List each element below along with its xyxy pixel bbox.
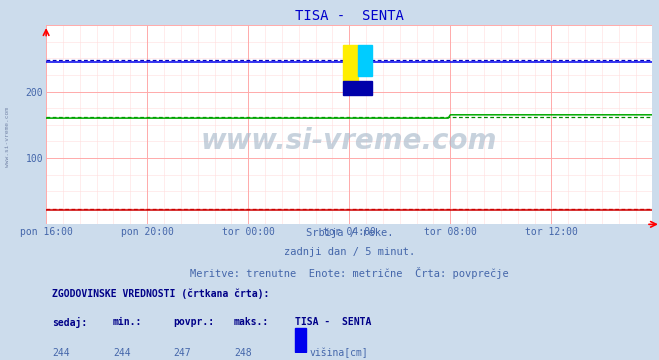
Text: 244: 244 [113, 348, 130, 358]
Text: 244: 244 [52, 348, 70, 358]
Text: zadnji dan / 5 minut.: zadnji dan / 5 minut. [283, 247, 415, 257]
Text: višina[cm]: višina[cm] [310, 348, 368, 358]
Text: maks.:: maks.: [234, 317, 270, 327]
Text: Meritve: trenutne  Enote: metrične  Črta: povprečje: Meritve: trenutne Enote: metrične Črta: … [190, 267, 509, 279]
Text: www.si-vreme.com: www.si-vreme.com [201, 127, 498, 155]
Text: Srbija / reke.: Srbija / reke. [306, 228, 393, 238]
Bar [358, 45, 372, 76]
Text: ZGODOVINSKE VREDNOSTI (črtkana črta):: ZGODOVINSKE VREDNOSTI (črtkana črta): [52, 289, 270, 299]
Bar [343, 45, 358, 81]
Text: 248: 248 [234, 348, 252, 358]
Text: 247: 247 [173, 348, 191, 358]
Text: TISA -  SENTA: TISA - SENTA [295, 317, 371, 327]
Text: www.si-vreme.com: www.si-vreme.com [5, 107, 11, 167]
Title: TISA -  SENTA: TISA - SENTA [295, 9, 404, 23]
Bar [343, 81, 372, 95]
Text: min.:: min.: [113, 317, 142, 327]
Bar [295, 359, 306, 360]
Bar [295, 328, 306, 351]
Text: sedaj:: sedaj: [52, 317, 88, 328]
Text: povpr.:: povpr.: [173, 317, 215, 327]
